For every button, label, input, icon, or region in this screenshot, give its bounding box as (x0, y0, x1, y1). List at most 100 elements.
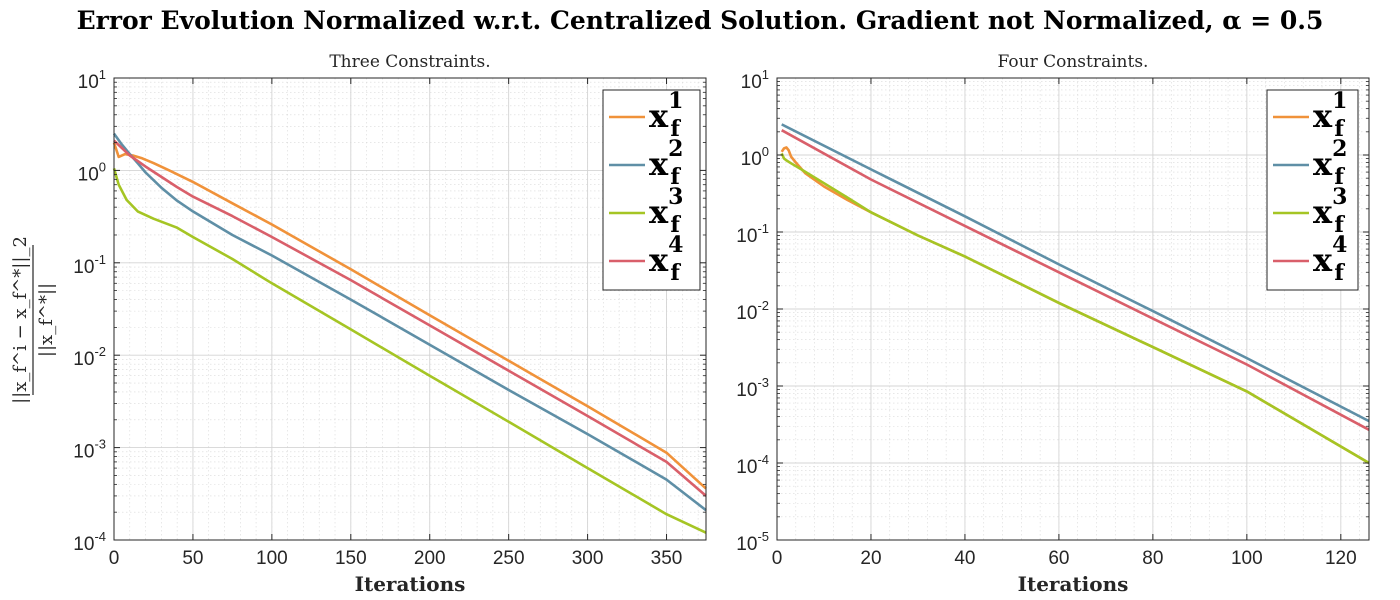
legend-label-subscript: f (1334, 260, 1345, 286)
legend-entry-4: x4 f (609, 232, 683, 286)
series-group (780, 123, 1370, 465)
x-tick-label: 150 (335, 548, 367, 569)
axes-box (113, 77, 707, 541)
legend-label: x2 f (1313, 136, 1347, 190)
legend-label-subscript: f (1334, 212, 1345, 238)
y-axis-label-denominator: ||x_f^*|| (36, 283, 57, 357)
figure-title: Error Evolution Normalized w.r.t. Centra… (77, 6, 1324, 35)
x-tick-label: 50 (182, 548, 203, 569)
y-tick-label: 101 (741, 67, 769, 93)
x-tick-label: 300 (572, 548, 604, 569)
series-line-2 (781, 123, 1370, 423)
y-tick-label: 10-2 (73, 344, 106, 370)
ticks: 0 20 40 60 80 100 12010-510-410-310-210-110010… (736, 67, 1369, 569)
legend-label: x4 f (1313, 232, 1347, 286)
y-tick-base: 10 (73, 442, 94, 463)
legend-box (602, 89, 701, 291)
y-tick-exponent: -4 (757, 452, 769, 467)
y-tick-label: 10-3 (73, 437, 106, 463)
y-tick-base: 10 (73, 349, 94, 370)
legend-entry-2: x2 f (1273, 136, 1347, 190)
y-tick-exponent: -2 (94, 344, 106, 359)
ticks: 0 50 100 150 200 250 300 35010-410-310-210-1100… (73, 67, 706, 569)
series-line-4 (781, 129, 1370, 431)
y-tick-exponent: -5 (757, 529, 769, 544)
y-tick-base: 10 (741, 149, 762, 170)
x-axis-label: Iterations (355, 572, 466, 596)
y-tick-exponent: 1 (762, 67, 769, 82)
y-tick-exponent: -1 (757, 221, 769, 236)
y-tick-base: 10 (78, 72, 99, 93)
legend-label: x3 f (649, 184, 683, 238)
y-tick-label: 100 (741, 144, 769, 170)
y-tick-exponent: -1 (94, 252, 106, 267)
y-tick-base: 10 (736, 534, 757, 555)
panel-title: Three Constraints. (329, 52, 490, 72)
x-tick-label: 200 (414, 548, 446, 569)
legend-label-base: x (1313, 241, 1333, 279)
legend-entry-4: x4 f (1273, 232, 1347, 286)
three-constraints-panel: 0 50 100 150 200 250 300 35010-410-310-210-1100… (73, 52, 707, 596)
legend-label-base: x (649, 193, 669, 231)
x-tick-label: 250 (493, 548, 525, 569)
legend-label-superscript: 4 (1332, 232, 1347, 258)
legend-label-superscript: 3 (668, 184, 683, 210)
y-tick-exponent: -2 (757, 298, 769, 313)
y-tick-label: 10-2 (736, 298, 769, 324)
legend-box (1266, 89, 1359, 291)
legend-label-base: x (649, 97, 669, 135)
legend-label-superscript: 1 (1332, 88, 1347, 114)
y-tick-label: 101 (78, 67, 106, 93)
y-axis-label-numerator: ||x_f^i − x_f^*||_2 (10, 236, 31, 404)
legend-entry-2: x2 f (609, 136, 683, 190)
y-tick-base: 10 (78, 164, 99, 185)
x-tick-label: 0 (109, 548, 120, 569)
legend-entry-3: x3 f (609, 184, 683, 238)
y-tick-exponent: -4 (94, 529, 106, 544)
y-tick-label: 10-4 (73, 529, 106, 555)
legend-label-subscript: f (670, 164, 681, 190)
y-tick-base: 10 (736, 380, 757, 401)
panel-title: Four Constraints. (998, 52, 1149, 72)
x-tick-label: 120 (1325, 548, 1357, 569)
legend-label-subscript: f (670, 260, 681, 286)
y-tick-label: 10-5 (736, 529, 769, 555)
y-tick-exponent: -3 (757, 375, 769, 390)
x-axis-label: Iterations (1018, 572, 1129, 596)
y-tick-base: 10 (741, 72, 762, 93)
y-tick-label: 10-1 (73, 252, 106, 278)
y-tick-base: 10 (736, 303, 757, 324)
legend-label-subscript: f (1334, 116, 1345, 142)
legend-label-base: x (649, 241, 669, 279)
y-tick-exponent: 0 (99, 159, 106, 174)
legend-label-subscript: f (670, 212, 681, 238)
x-tick-label: 100 (1231, 548, 1263, 569)
legend-label-base: x (1313, 145, 1333, 183)
y-tick-base: 10 (73, 534, 94, 555)
y-tick-exponent: -3 (94, 437, 106, 452)
y-tick-base: 10 (736, 457, 757, 478)
x-tick-label: 80 (1142, 548, 1163, 569)
y-tick-label: 100 (78, 159, 106, 185)
legend-label-base: x (1313, 97, 1333, 135)
legend-entry-3: x3 f (1273, 184, 1347, 238)
series-line-3 (780, 152, 1370, 465)
four-constraints-panel: 0 20 40 60 80 100 12010-510-410-310-210-110010… (736, 52, 1370, 596)
legend-label: x1 f (1313, 88, 1347, 142)
legend-label-superscript: 2 (1332, 136, 1347, 162)
legend-label-base: x (649, 145, 669, 183)
y-axis-label: ||x_f^i − x_f^*||_2 ||x_f^*|| (10, 236, 57, 404)
legend-label-subscript: f (1334, 164, 1345, 190)
legend-label-superscript: 4 (668, 232, 683, 258)
series-line-3 (112, 168, 707, 534)
legend-label-superscript: 1 (668, 88, 683, 114)
y-tick-base: 10 (736, 226, 757, 247)
x-tick-label: 350 (651, 548, 683, 569)
x-tick-label: 100 (256, 548, 288, 569)
series-group (112, 132, 707, 534)
y-tick-base: 10 (73, 257, 94, 278)
legend-label: x1 f (649, 88, 683, 142)
legend-label-base: x (1313, 193, 1333, 231)
legend-label: x4 f (649, 232, 683, 286)
